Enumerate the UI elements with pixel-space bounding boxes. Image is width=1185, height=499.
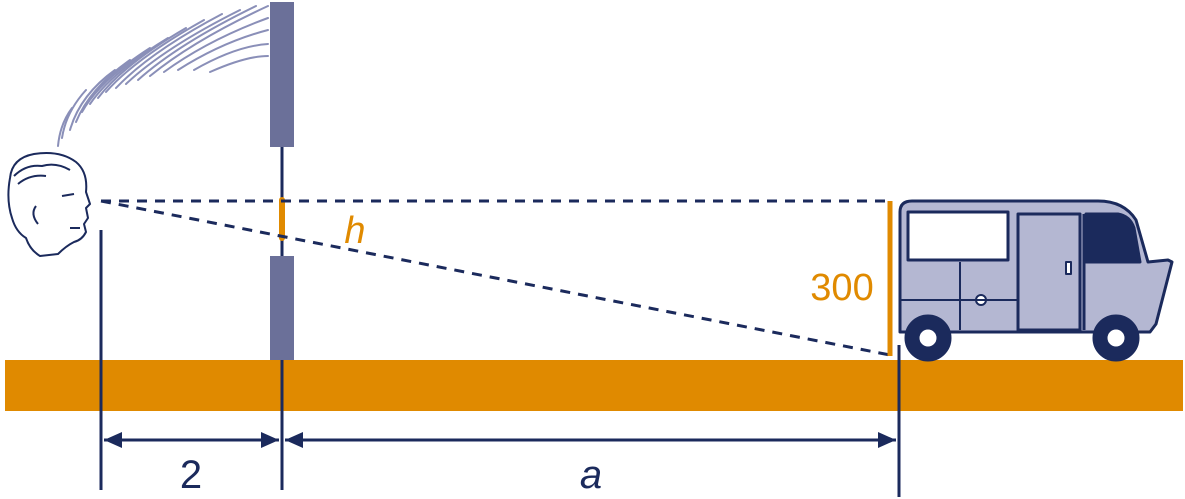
delivery-van-icon bbox=[898, 199, 1174, 362]
person-head-icon bbox=[7, 152, 91, 257]
hair-scribbles bbox=[57, 5, 269, 147]
label-300: 300 bbox=[810, 267, 873, 309]
label-h: h bbox=[344, 210, 365, 252]
label-2: 2 bbox=[180, 453, 202, 497]
dimension-a bbox=[285, 432, 896, 448]
van-logo: WM bbox=[928, 218, 994, 262]
label-a: a bbox=[580, 453, 602, 497]
sight-line-bottom bbox=[100, 199, 891, 357]
ground bbox=[5, 360, 1183, 411]
wall-upper bbox=[270, 2, 294, 147]
wall-lower bbox=[270, 256, 294, 360]
dimension-2 bbox=[104, 432, 279, 448]
